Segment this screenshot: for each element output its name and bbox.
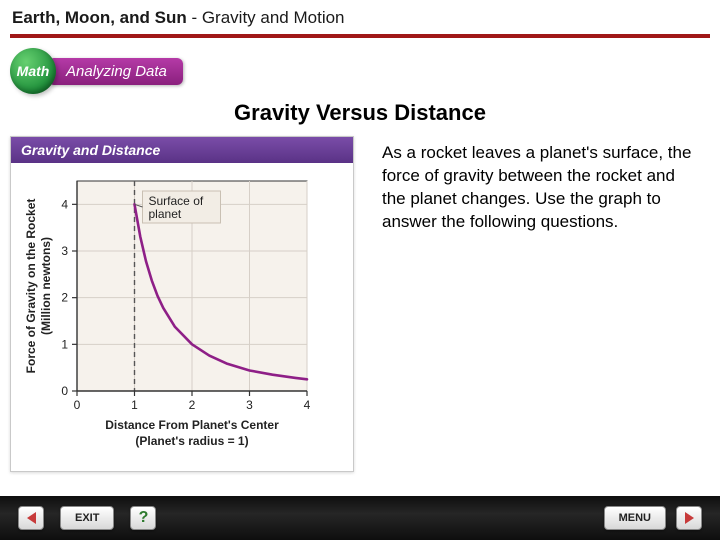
badge-row: Math Analyzing Data	[10, 48, 720, 94]
topic-title: Gravity and Motion	[202, 8, 345, 27]
footer-bar: EXIT ? MENU	[0, 496, 720, 540]
svg-text:0: 0	[74, 398, 81, 412]
svg-text:2: 2	[61, 291, 68, 305]
svg-text:2: 2	[189, 398, 196, 412]
body-paragraph: As a rocket leaves a planet's surface, t…	[372, 136, 710, 472]
chevron-right-icon	[685, 512, 694, 524]
footer-right-group: MENU	[604, 506, 702, 530]
svg-text:4: 4	[304, 398, 311, 412]
next-button[interactable]	[676, 506, 702, 530]
svg-text:Force of Gravity on the Rocket: Force of Gravity on the Rocket	[24, 199, 38, 374]
breadcrumb-separator: -	[187, 8, 202, 27]
section-title: Gravity Versus Distance	[0, 100, 720, 126]
analyzing-data-pill: Analyzing Data	[48, 58, 183, 85]
svg-text:planet: planet	[149, 207, 182, 221]
svg-text:0: 0	[61, 384, 68, 398]
help-icon: ?	[139, 509, 149, 527]
svg-text:3: 3	[246, 398, 253, 412]
chevron-left-icon	[27, 512, 36, 524]
svg-text:4: 4	[61, 197, 68, 211]
svg-text:Surface of: Surface of	[149, 194, 204, 208]
content-row: Gravity and Distance 0 1 2 3 4 0 1 2 3 4 Distance …	[0, 136, 720, 472]
figure-wrap: Gravity and Distance 0 1 2 3 4 0 1 2 3 4 Distance …	[10, 136, 354, 472]
footer-left-group: EXIT ?	[18, 506, 156, 530]
svg-text:3: 3	[61, 244, 68, 258]
svg-text:(Planet's radius = 1): (Planet's radius = 1)	[135, 434, 248, 448]
figure-panel: Gravity and Distance 0 1 2 3 4 0 1 2 3 4 Distance …	[10, 136, 354, 472]
menu-label: MENU	[619, 512, 651, 524]
gravity-distance-chart: 0 1 2 3 4 0 1 2 3 4 Distance From Planet's Center (…	[17, 173, 347, 463]
header-rule	[10, 34, 710, 38]
svg-text:Distance From Planet's Center: Distance From Planet's Center	[105, 418, 279, 432]
svg-text:(Million newtons): (Million newtons)	[39, 237, 53, 335]
prev-button[interactable]	[18, 506, 44, 530]
exit-button[interactable]: EXIT	[60, 506, 114, 530]
menu-button[interactable]: MENU	[604, 506, 666, 530]
unit-title: Earth, Moon, and Sun	[12, 8, 187, 27]
svg-text:1: 1	[61, 337, 68, 351]
breadcrumb-header: Earth, Moon, and Sun - Gravity and Motio…	[0, 0, 720, 32]
figure-title: Gravity and Distance	[11, 137, 353, 163]
chart-area: 0 1 2 3 4 0 1 2 3 4 Distance From Planet's Center (…	[11, 163, 353, 471]
math-badge: Math	[10, 48, 56, 94]
svg-text:1: 1	[131, 398, 138, 412]
math-badge-label: Math	[17, 63, 50, 79]
help-button[interactable]: ?	[130, 506, 156, 530]
analyzing-label: Analyzing Data	[66, 63, 167, 80]
exit-label: EXIT	[75, 512, 99, 524]
